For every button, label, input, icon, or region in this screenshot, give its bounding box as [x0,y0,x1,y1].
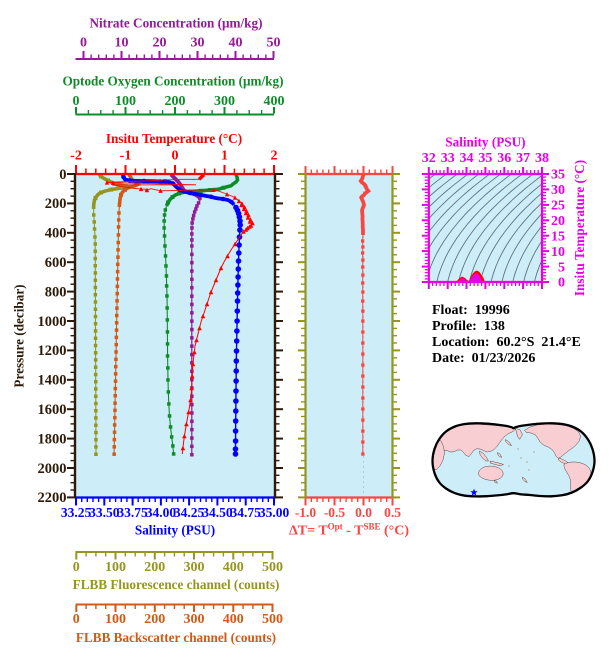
svg-text:100: 100 [105,560,126,575]
svg-text:300: 300 [184,560,205,575]
svg-text:20: 20 [153,36,167,51]
svg-text:200: 200 [165,94,186,109]
svg-text:300: 300 [184,612,205,627]
svg-text:100: 100 [115,94,136,109]
svg-text:37: 37 [516,151,530,166]
svg-text:2: 2 [271,149,278,164]
svg-text:Date: 01/23/2026: Date: 01/23/2026 [432,351,535,366]
svg-text:-1.0: -1.0 [295,505,317,520]
svg-text:33.25: 33.25 [61,505,92,520]
svg-text:36: 36 [497,151,511,166]
svg-text:32: 32 [422,151,436,166]
svg-text:Location: 60.2°S 21.4°E: Location: 60.2°S 21.4°E [432,335,581,350]
svg-text:34: 34 [460,151,474,166]
svg-text:38: 38 [535,151,549,166]
svg-text:200: 200 [144,612,165,627]
svg-text:400: 400 [223,612,244,627]
svg-text:Insitu Temperature (°C): Insitu Temperature (°C) [572,160,587,296]
svg-text:2000: 2000 [38,461,67,477]
svg-text:-2: -2 [70,149,82,164]
svg-text:0.0: 0.0 [355,505,372,520]
svg-text:500: 500 [262,560,283,575]
svg-text:34.00: 34.00 [146,505,177,520]
svg-text:1600: 1600 [38,402,67,418]
svg-text:1400: 1400 [38,373,67,389]
svg-text:30: 30 [191,36,205,51]
svg-text:0: 0 [73,560,80,575]
svg-text:ΔT= TOpt - TSBE (°C): ΔT= TOpt - TSBE (°C) [289,522,409,539]
svg-text:40: 40 [229,36,243,51]
svg-text:35: 35 [478,151,492,166]
svg-text:2200: 2200 [38,490,67,506]
svg-text:500: 500 [262,612,283,627]
svg-text:0.5: 0.5 [384,505,401,520]
svg-text:Nitrate Concentration (μm/kg): Nitrate Concentration (μm/kg) [89,16,262,31]
svg-text:0: 0 [73,612,80,627]
svg-text:300: 300 [214,94,235,109]
svg-text:400: 400 [264,94,285,109]
svg-text:10: 10 [115,36,129,51]
svg-text:0: 0 [558,276,565,291]
svg-text:35: 35 [551,168,565,183]
svg-text:400: 400 [45,226,67,242]
svg-text:34.50: 34.50 [202,505,233,520]
svg-text:34.25: 34.25 [174,505,205,520]
svg-text:50: 50 [267,36,281,51]
svg-text:100: 100 [105,612,126,627]
svg-text:1000: 1000 [38,314,67,330]
svg-text:0: 0 [80,36,87,51]
svg-text:800: 800 [45,284,67,300]
svg-text:25: 25 [551,199,565,214]
svg-text:30: 30 [551,183,565,198]
svg-text:Pressure (decibar): Pressure (decibar) [12,284,27,387]
svg-text:35.00: 35.00 [259,505,290,520]
svg-text:0: 0 [73,94,80,109]
svg-text:Optode Oxygen Concentration (μ: Optode Oxygen Concentration (μm/kg) [62,74,283,89]
svg-text:5: 5 [558,260,565,275]
svg-text:10: 10 [551,245,565,260]
svg-text:Float: 19996: Float: 19996 [432,303,510,318]
svg-text:33.75: 33.75 [117,505,148,520]
svg-text:0: 0 [59,167,66,183]
svg-text:Insitu Temperature (°C): Insitu Temperature (°C) [106,131,242,146]
svg-text:1200: 1200 [38,343,67,359]
svg-text:Salinity (PSU): Salinity (PSU) [445,135,525,150]
svg-text:200: 200 [45,196,67,212]
svg-text:20: 20 [551,214,565,229]
svg-text:15: 15 [551,229,565,244]
svg-text:-0.5: -0.5 [324,505,346,520]
svg-text:Profile: 138: Profile: 138 [432,319,505,334]
svg-text:200: 200 [144,560,165,575]
svg-text:33: 33 [441,151,455,166]
svg-text:1800: 1800 [38,431,67,447]
svg-text:34.75: 34.75 [231,505,262,520]
svg-text:Salinity (PSU): Salinity (PSU) [135,523,215,538]
svg-text:600: 600 [45,255,67,271]
svg-text:33.50: 33.50 [89,505,120,520]
svg-text:1: 1 [221,149,228,164]
svg-text:0: 0 [172,149,179,164]
svg-text:FLBB Fluorescence channel (cou: FLBB Fluorescence channel (counts) [73,577,280,592]
svg-text:400: 400 [223,560,244,575]
svg-text:FLBB Backscatter channel (coun: FLBB Backscatter channel (counts) [76,630,276,645]
svg-text:-1: -1 [120,149,132,164]
